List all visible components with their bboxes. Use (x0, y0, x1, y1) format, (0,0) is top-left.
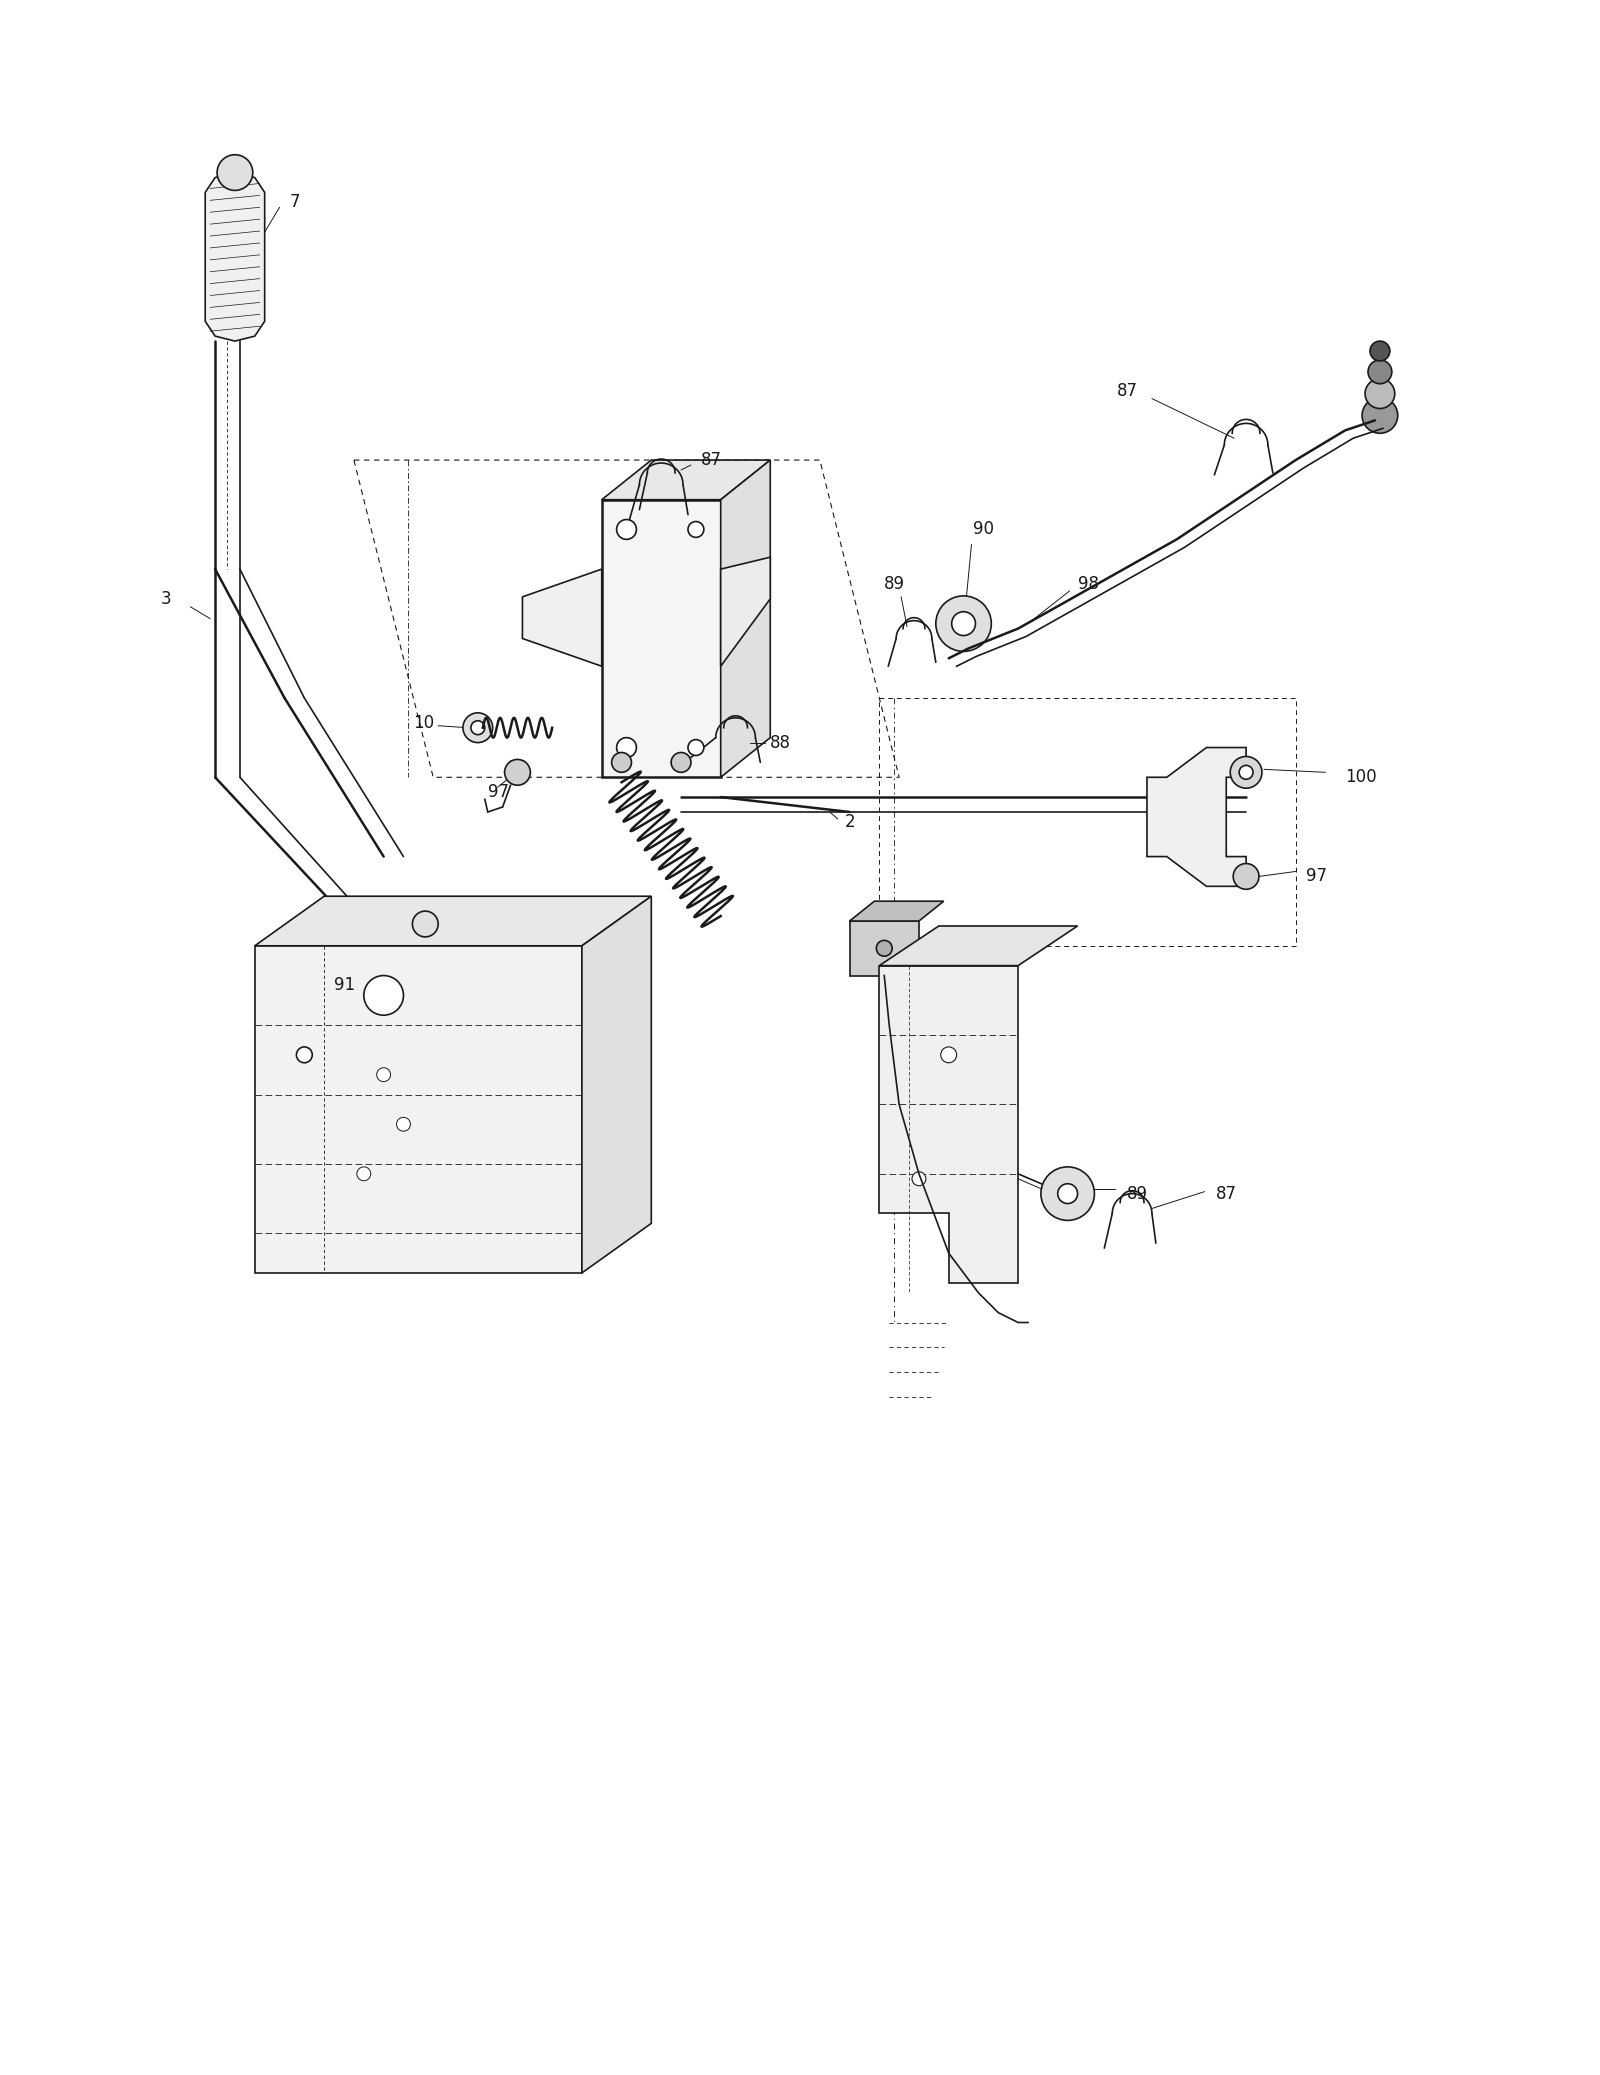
Circle shape (1058, 1183, 1077, 1204)
Polygon shape (254, 896, 651, 946)
Text: 91: 91 (334, 977, 355, 994)
Text: 98: 98 (1077, 575, 1099, 593)
Polygon shape (523, 569, 602, 666)
Text: 87: 87 (1117, 382, 1138, 400)
Circle shape (616, 737, 637, 757)
Circle shape (1365, 380, 1395, 409)
Circle shape (952, 612, 976, 635)
Circle shape (1368, 359, 1392, 384)
Circle shape (912, 1172, 926, 1185)
Polygon shape (205, 172, 264, 340)
Circle shape (296, 1048, 312, 1062)
Text: 97: 97 (1306, 867, 1326, 886)
Text: 100: 100 (1346, 768, 1378, 786)
Polygon shape (1147, 747, 1246, 886)
Polygon shape (880, 925, 1077, 965)
Circle shape (688, 521, 704, 537)
Text: 88: 88 (770, 735, 792, 751)
Circle shape (688, 739, 704, 755)
Polygon shape (254, 946, 582, 1272)
Text: 87: 87 (701, 450, 722, 469)
Text: 90: 90 (973, 521, 995, 537)
Polygon shape (850, 901, 944, 921)
Text: 89: 89 (1126, 1185, 1149, 1203)
Polygon shape (720, 461, 770, 778)
Polygon shape (880, 965, 1018, 1282)
Circle shape (936, 596, 992, 652)
Circle shape (616, 519, 637, 540)
Polygon shape (504, 762, 530, 784)
Text: 10: 10 (413, 714, 435, 732)
Text: 89: 89 (885, 575, 906, 593)
Text: 2: 2 (845, 813, 856, 830)
Circle shape (462, 714, 493, 743)
Circle shape (1230, 757, 1262, 788)
Circle shape (1238, 766, 1253, 780)
Circle shape (1234, 863, 1259, 890)
Text: 87: 87 (1216, 1185, 1237, 1203)
Polygon shape (602, 461, 770, 500)
Circle shape (611, 753, 632, 772)
Polygon shape (720, 558, 770, 666)
Polygon shape (582, 896, 651, 1272)
Circle shape (1362, 398, 1398, 434)
Circle shape (941, 1048, 957, 1062)
Circle shape (877, 940, 893, 957)
Circle shape (413, 911, 438, 938)
Circle shape (397, 1116, 411, 1131)
Circle shape (357, 1166, 371, 1181)
Text: 3: 3 (160, 589, 171, 608)
Text: 97: 97 (488, 782, 509, 801)
Circle shape (504, 759, 530, 784)
Circle shape (376, 1069, 390, 1081)
Circle shape (1370, 340, 1390, 361)
Circle shape (1042, 1166, 1094, 1220)
Circle shape (363, 975, 403, 1015)
Polygon shape (602, 500, 720, 778)
Text: 7: 7 (290, 193, 299, 212)
Circle shape (670, 753, 691, 772)
Polygon shape (850, 921, 918, 975)
Circle shape (218, 156, 253, 191)
Circle shape (470, 720, 485, 735)
